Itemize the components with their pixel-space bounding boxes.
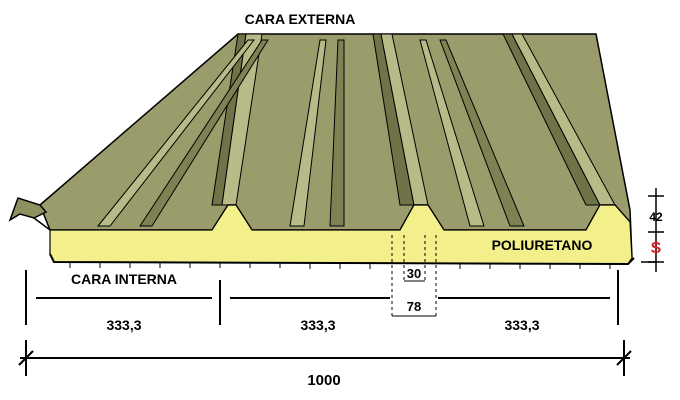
total-width-dimension [18,340,632,376]
total-width-label: 1000 [307,372,340,389]
bottom-face-label: CARA INTERNA [71,271,177,287]
rib-height-label: 42 [649,210,663,224]
minor-ribs [96,39,525,227]
module-2-label: 333,3 [300,317,335,333]
module-1-label: 333,3 [106,317,141,333]
core-layer [49,204,635,269]
core-label: POLIURETANO [492,237,593,253]
thickness-dimension [641,188,664,272]
module-3-label: 333,3 [504,317,539,333]
top-sheet [8,33,633,259]
rib-base-width-label: 78 [407,299,421,314]
rib-detail-dimensions [391,235,437,317]
top-face-label: CARA EXTERNA [245,11,356,27]
rib-top-width-label: 30 [407,266,421,281]
thickness-symbol: S [651,240,662,257]
bottom-corrugation [69,262,611,269]
module-dimension-lines [25,270,619,325]
left-fold [8,197,48,222]
bottom-sheet [49,253,635,266]
